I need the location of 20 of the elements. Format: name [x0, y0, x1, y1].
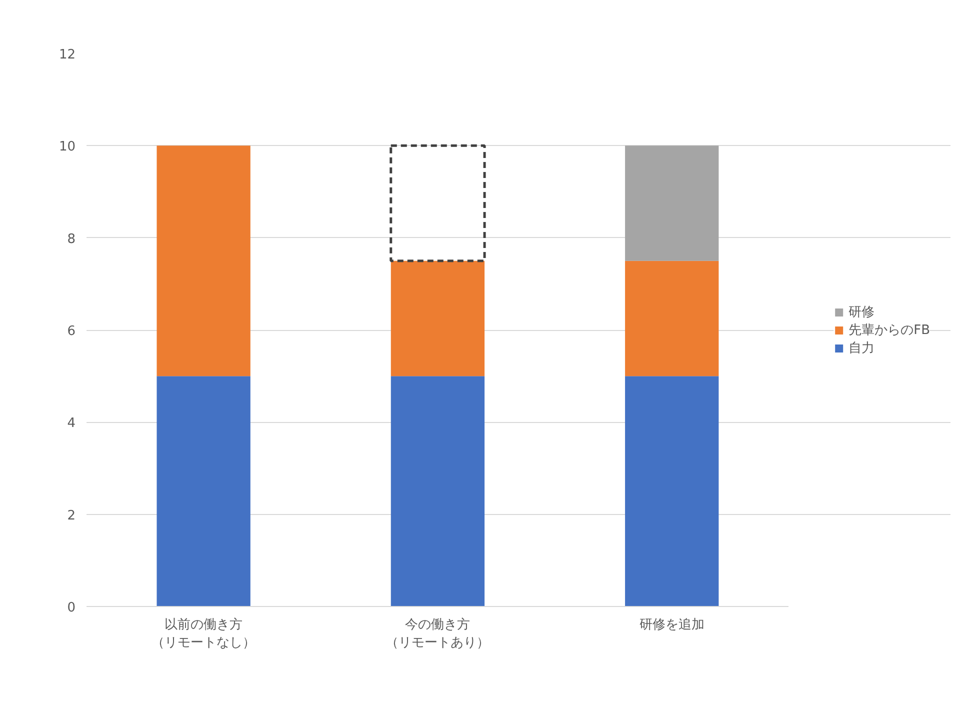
legend-label: 自力 [848, 340, 875, 356]
x-tick-label: 研修を追加 [639, 618, 704, 632]
legend-label: 研修 [848, 304, 875, 320]
bar [625, 260, 719, 376]
y-tick-label: 8 [67, 232, 76, 247]
bar [156, 376, 250, 606]
x-tick-label: 今の働き方（リモートあり） [386, 616, 490, 650]
bar [625, 376, 719, 606]
y-tick-label: 0 [67, 600, 76, 616]
y-tick-label: 4 [67, 416, 76, 432]
bar [625, 146, 719, 261]
y-tick-label: 2 [67, 508, 76, 524]
y-tick-label: 12 [58, 48, 76, 62]
y-tick-label: 10 [58, 140, 76, 155]
legend-label: 先輩からのFB [848, 322, 930, 338]
y-tick-label: 6 [67, 324, 76, 339]
x-tick-label: 以前の働き方（リモートなし） [152, 616, 256, 650]
bar [390, 260, 485, 376]
bar [390, 376, 485, 606]
bar [156, 146, 250, 376]
